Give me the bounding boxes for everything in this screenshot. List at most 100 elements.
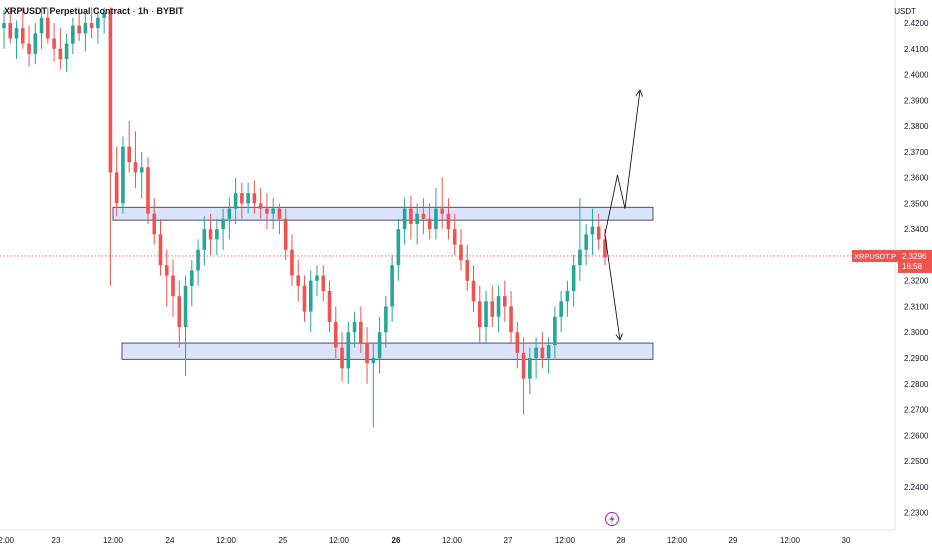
candle[interactable] — [89, 7, 94, 39]
candle[interactable] — [484, 291, 488, 343]
bearish-scenario-path[interactable] — [604, 234, 621, 341]
candle[interactable] — [565, 280, 570, 317]
candle[interactable] — [384, 296, 388, 348]
candle[interactable] — [515, 321, 520, 369]
candle[interactable] — [559, 291, 563, 333]
candle[interactable] — [315, 265, 319, 297]
candle[interactable] — [296, 260, 301, 302]
resistance-zone[interactable] — [112, 206, 654, 221]
candle[interactable] — [121, 136, 125, 214]
candle[interactable] — [114, 146, 119, 217]
candle[interactable] — [127, 120, 131, 173]
candle[interactable] — [465, 244, 470, 292]
candle[interactable] — [440, 177, 444, 230]
candle[interactable] — [152, 198, 157, 245]
candle[interactable] — [39, 7, 44, 49]
candle[interactable] — [534, 337, 538, 379]
candle[interactable] — [302, 275, 307, 322]
candle[interactable] — [290, 234, 294, 286]
candle[interactable] — [202, 216, 207, 266]
candle[interactable] — [340, 332, 344, 382]
candle[interactable] — [571, 254, 576, 307]
candle[interactable] — [96, 7, 100, 44]
candle[interactable] — [14, 20, 19, 60]
candle[interactable] — [496, 285, 501, 333]
candle[interactable] — [553, 306, 557, 359]
candle[interactable] — [83, 12, 88, 52]
candle[interactable] — [52, 23, 56, 62]
candle[interactable] — [584, 224, 588, 266]
candle[interactable] — [452, 213, 457, 255]
candle[interactable] — [139, 151, 144, 199]
candle[interactable] — [240, 182, 244, 219]
candle[interactable] — [64, 33, 69, 72]
candle[interactable] — [102, 7, 106, 34]
candle[interactable] — [208, 213, 213, 255]
candle[interactable] — [471, 265, 476, 312]
candle[interactable] — [258, 187, 263, 219]
candle[interactable] — [158, 218, 163, 276]
candle[interactable] — [20, 7, 25, 49]
candle[interactable] — [227, 198, 232, 240]
candle[interactable] — [371, 342, 376, 428]
candle[interactable] — [509, 291, 513, 343]
candle[interactable] — [221, 208, 225, 250]
candle[interactable] — [490, 285, 495, 328]
candle[interactable] — [578, 198, 582, 281]
candle[interactable] — [277, 203, 282, 235]
candle[interactable] — [528, 347, 532, 395]
candle[interactable] — [327, 280, 332, 333]
candle[interactable] — [346, 321, 351, 384]
candle[interactable] — [421, 198, 426, 235]
candle[interactable] — [283, 208, 288, 261]
candle[interactable] — [146, 157, 150, 225]
candle[interactable] — [265, 193, 269, 230]
candle[interactable] — [377, 316, 382, 374]
candle[interactable] — [540, 332, 545, 369]
candle[interactable] — [215, 218, 219, 255]
candle[interactable] — [2, 10, 6, 49]
candle[interactable] — [58, 28, 63, 70]
candle[interactable] — [427, 203, 432, 240]
candle[interactable] — [190, 260, 194, 307]
candle[interactable] — [308, 270, 313, 333]
candle[interactable] — [365, 327, 369, 384]
candle[interactable] — [108, 7, 113, 286]
candle[interactable] — [246, 182, 250, 214]
candle[interactable] — [164, 249, 169, 307]
candle[interactable] — [171, 260, 175, 317]
candle[interactable] — [46, 7, 50, 44]
lightning-icon[interactable] — [605, 512, 619, 526]
support-zone[interactable] — [121, 342, 654, 360]
candle[interactable] — [459, 229, 463, 271]
candle[interactable] — [359, 306, 363, 353]
candle[interactable] — [183, 275, 188, 377]
candle[interactable] — [590, 208, 595, 255]
candle[interactable] — [133, 131, 138, 188]
candle[interactable] — [596, 213, 601, 250]
candle[interactable] — [434, 187, 438, 240]
candle[interactable] — [321, 265, 326, 302]
candle[interactable] — [390, 254, 394, 322]
candle[interactable] — [409, 195, 413, 240]
candle[interactable] — [196, 239, 200, 286]
candle[interactable] — [271, 198, 275, 230]
candle[interactable] — [446, 198, 451, 240]
candle[interactable] — [233, 177, 238, 225]
candle[interactable] — [252, 180, 257, 214]
candle[interactable] — [27, 25, 31, 67]
candle[interactable] — [396, 218, 401, 281]
candle[interactable] — [77, 7, 81, 42]
candle[interactable] — [352, 311, 357, 348]
candle[interactable] — [177, 280, 182, 348]
candle[interactable] — [546, 337, 551, 374]
candle[interactable] — [33, 23, 38, 65]
candle[interactable] — [402, 198, 407, 245]
candle[interactable] — [333, 306, 338, 359]
candle[interactable] — [521, 337, 526, 415]
candle[interactable] — [503, 280, 507, 322]
candle[interactable] — [8, 7, 13, 44]
candle[interactable] — [415, 203, 419, 245]
